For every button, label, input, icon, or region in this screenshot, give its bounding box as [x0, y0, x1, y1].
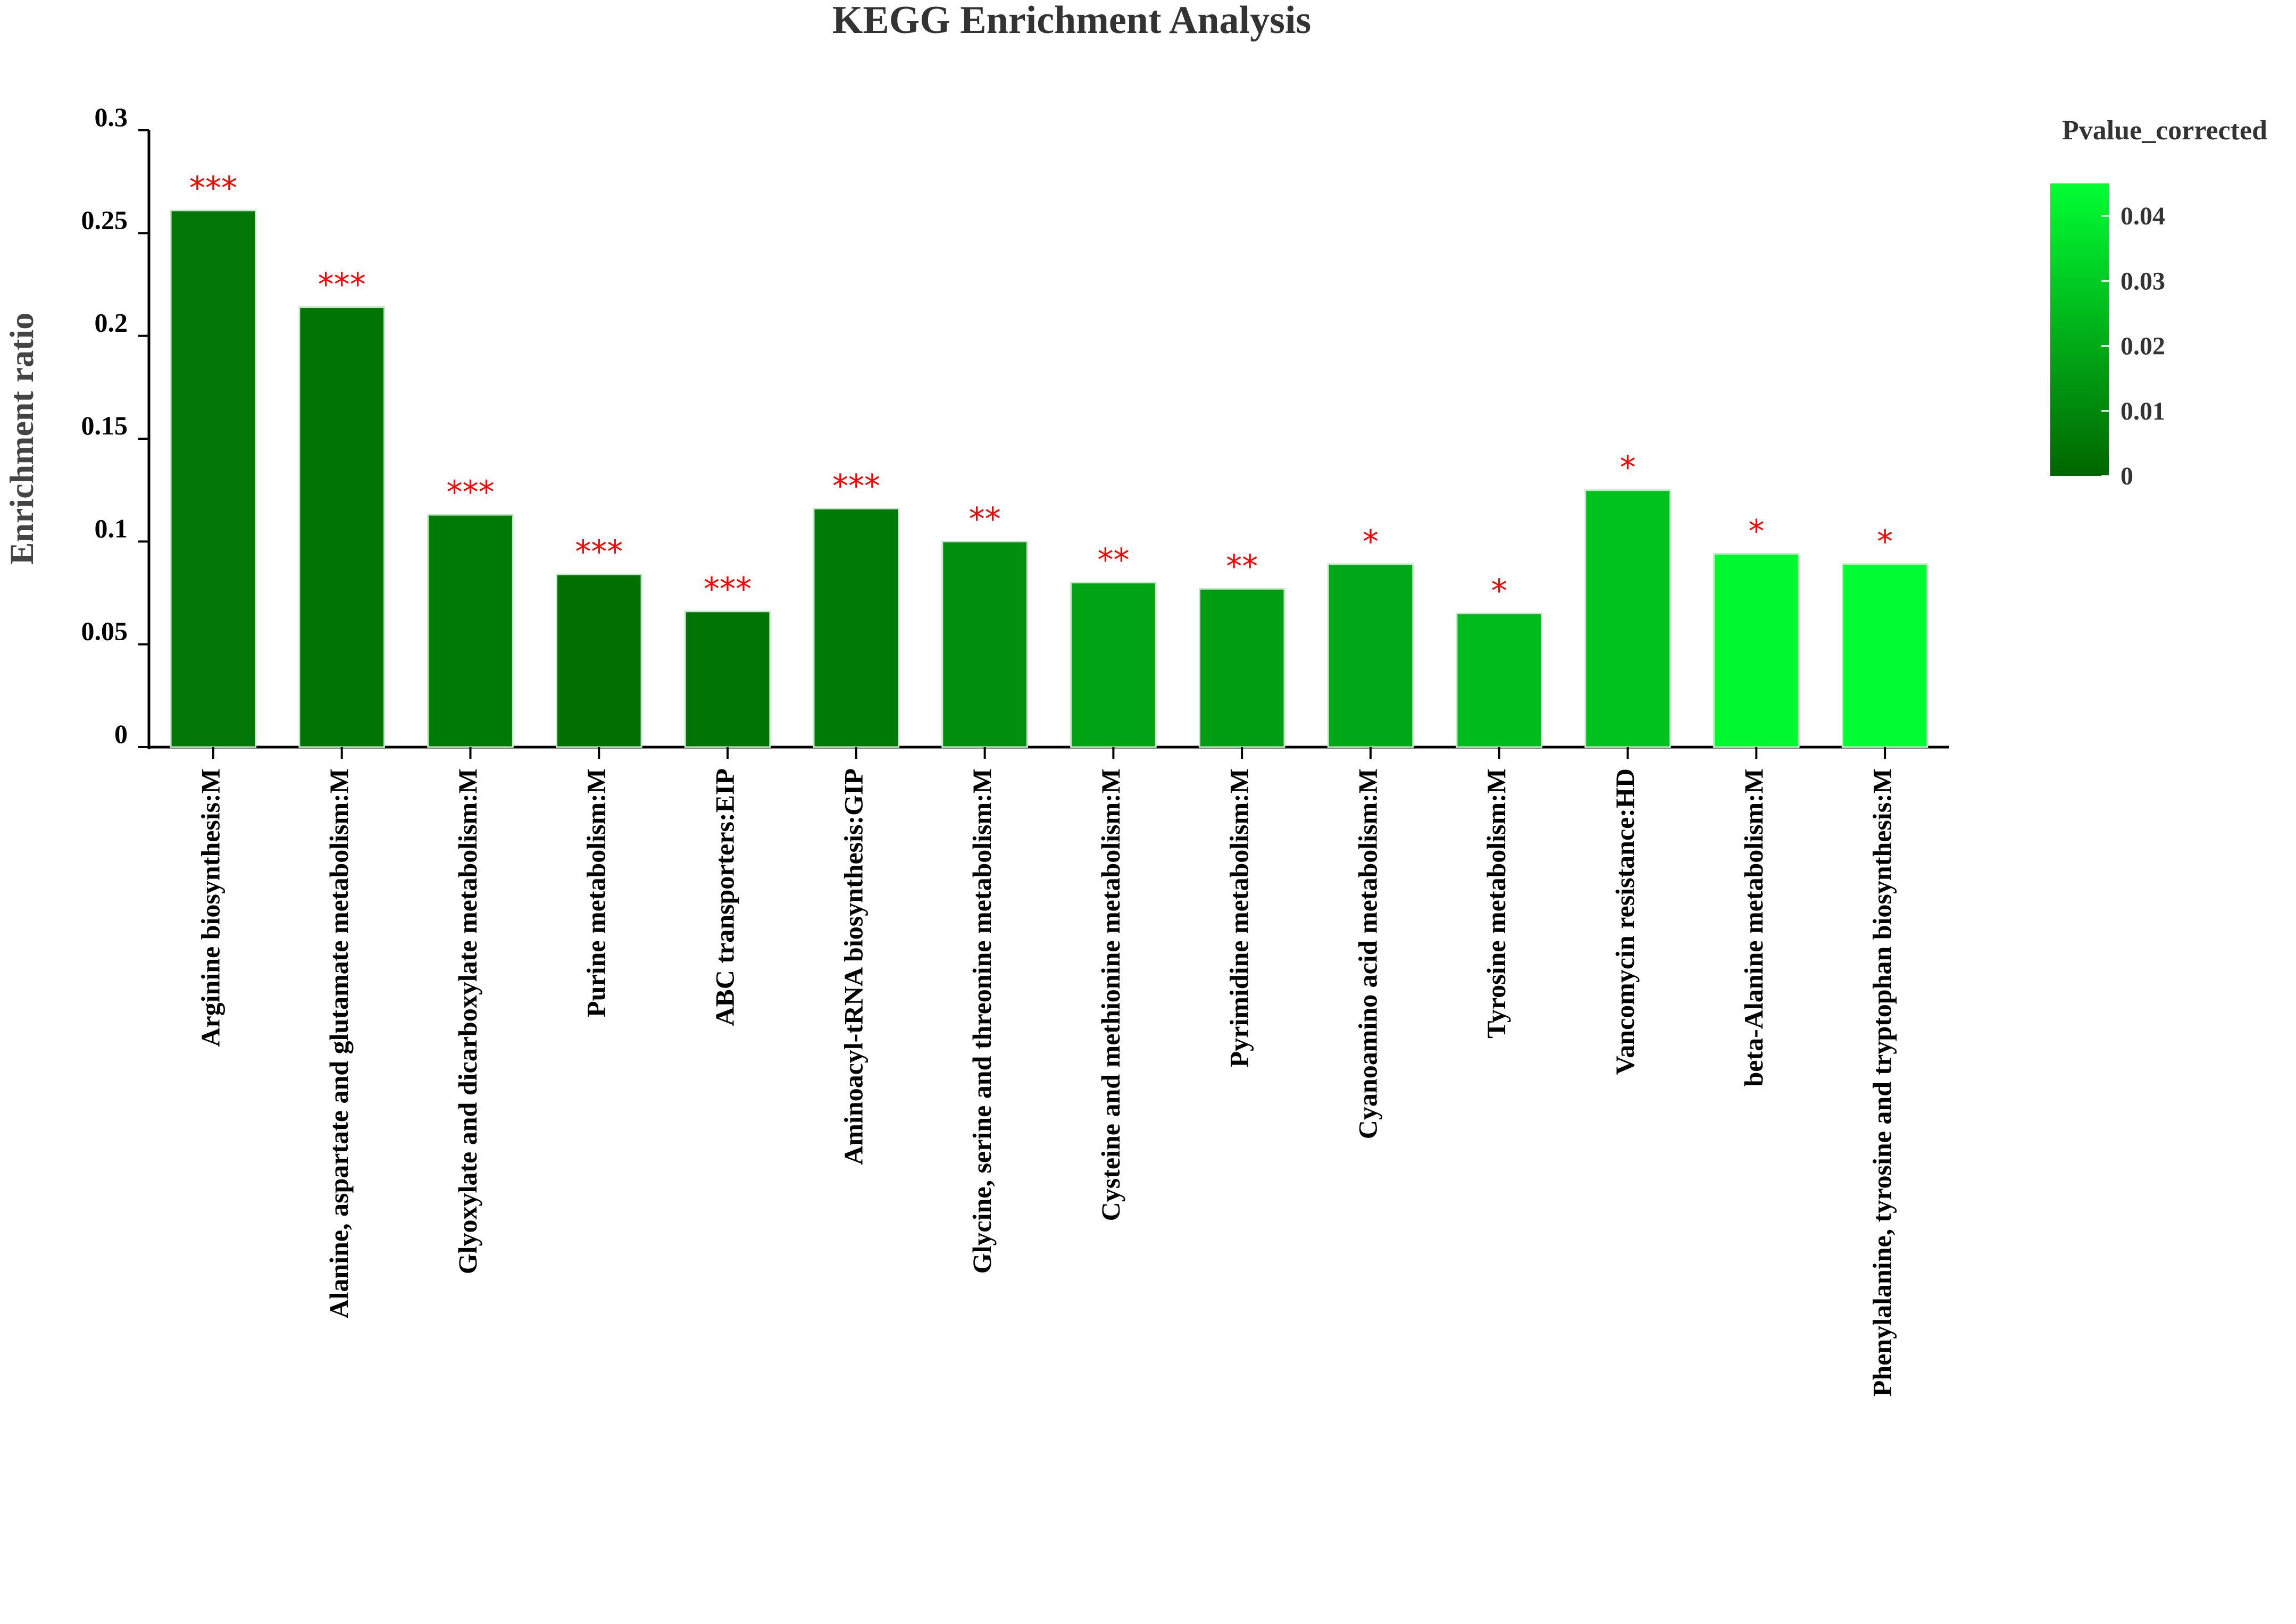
x-tick-label: Phenylalanine, tyrosine and tryptophan b…	[1867, 768, 1897, 1396]
bar	[1456, 613, 1543, 748]
significance-label: ***	[446, 474, 494, 511]
bar	[1713, 553, 1800, 748]
x-tick-label: Glycine, serine and threonine metabolism…	[967, 768, 997, 1274]
x-tick-label: Arginine biosynthesis:M	[195, 768, 225, 1047]
bar	[1070, 582, 1157, 748]
significance-label: *	[1491, 573, 1507, 610]
significance-label: ***	[704, 571, 752, 608]
y-tick-label: 0	[114, 719, 128, 749]
significance-label: *	[1877, 523, 1893, 560]
significance-label: *	[1620, 449, 1636, 487]
bar	[1327, 563, 1414, 748]
x-tick-label: Purine metabolism:M	[581, 768, 611, 1017]
significance-label: **	[969, 500, 1001, 538]
x-tick-label: Aminoacyl-tRNA biosynthesis:GIP	[838, 768, 868, 1165]
color-legend: Pvalue_corrected 0 0.01 0.02 0.03 0.04	[2050, 115, 2267, 490]
significance-label: *	[1363, 523, 1379, 560]
significance-label: ***	[318, 266, 366, 304]
legend-tick-label: 0.02	[2120, 332, 2165, 361]
x-tick-label: Tyrosine metabolism:M	[1481, 768, 1511, 1039]
y-tick-label: 0.3	[95, 102, 128, 132]
legend-tick-label: 0.01	[2120, 397, 2165, 425]
x-tick-label: Cysteine and methionine metabolism:M	[1096, 768, 1125, 1221]
bar	[170, 210, 257, 748]
x-tick-label: Alanine, aspartate and glutamate metabol…	[324, 768, 354, 1319]
significance-label: ***	[575, 533, 623, 571]
x-tick-label: ABC transporters:EIP	[710, 768, 740, 1026]
significance-label: ***	[832, 467, 880, 505]
bar	[298, 306, 385, 748]
legend-title: Pvalue_corrected	[2062, 115, 2267, 146]
chart-title: KEGG Enrichment Analysis	[832, 0, 1311, 42]
significance-label: ***	[189, 170, 237, 207]
significance-label: **	[1097, 542, 1129, 579]
y-tick-label: 0.1	[95, 513, 128, 543]
bar	[813, 507, 900, 748]
y-tick-label: 0.05	[81, 616, 128, 646]
y-axis-label: Enrichment ratio	[3, 313, 40, 565]
y-tick-label: 0.15	[81, 411, 128, 440]
x-tick-label: Cyanoamino acid metabolism:M	[1352, 768, 1382, 1139]
legend-tick-label: 0.04	[2120, 202, 2165, 230]
legend-tick-label: 0.03	[2120, 267, 2165, 295]
bar	[1198, 588, 1285, 748]
legend-tick-label: 0	[2120, 462, 2133, 490]
bar	[684, 610, 771, 748]
bar	[1584, 489, 1671, 748]
bar	[1841, 563, 1928, 748]
x-tick-label: Glyoxylate and dicarboxylate metabolism:…	[453, 768, 482, 1274]
bar	[941, 540, 1028, 748]
legend-gradient-bar	[2050, 183, 2109, 476]
x-tick-label: Vancomycin resistance:HD	[1610, 768, 1640, 1075]
x-tick-label: beta-Alanine metabolism:M	[1739, 768, 1768, 1087]
bar	[555, 573, 642, 748]
y-tick-label: 0.2	[95, 308, 128, 338]
y-tick-label: 0.25	[81, 205, 128, 235]
plot-area: Enrichment ratio00.050.10.150.20.250.3**…	[3, 102, 1949, 1396]
bar	[427, 514, 514, 748]
x-tick-label: Pyrimidine metabolism:M	[1224, 768, 1254, 1067]
significance-label: **	[1226, 548, 1258, 585]
significance-label: *	[1748, 513, 1764, 550]
